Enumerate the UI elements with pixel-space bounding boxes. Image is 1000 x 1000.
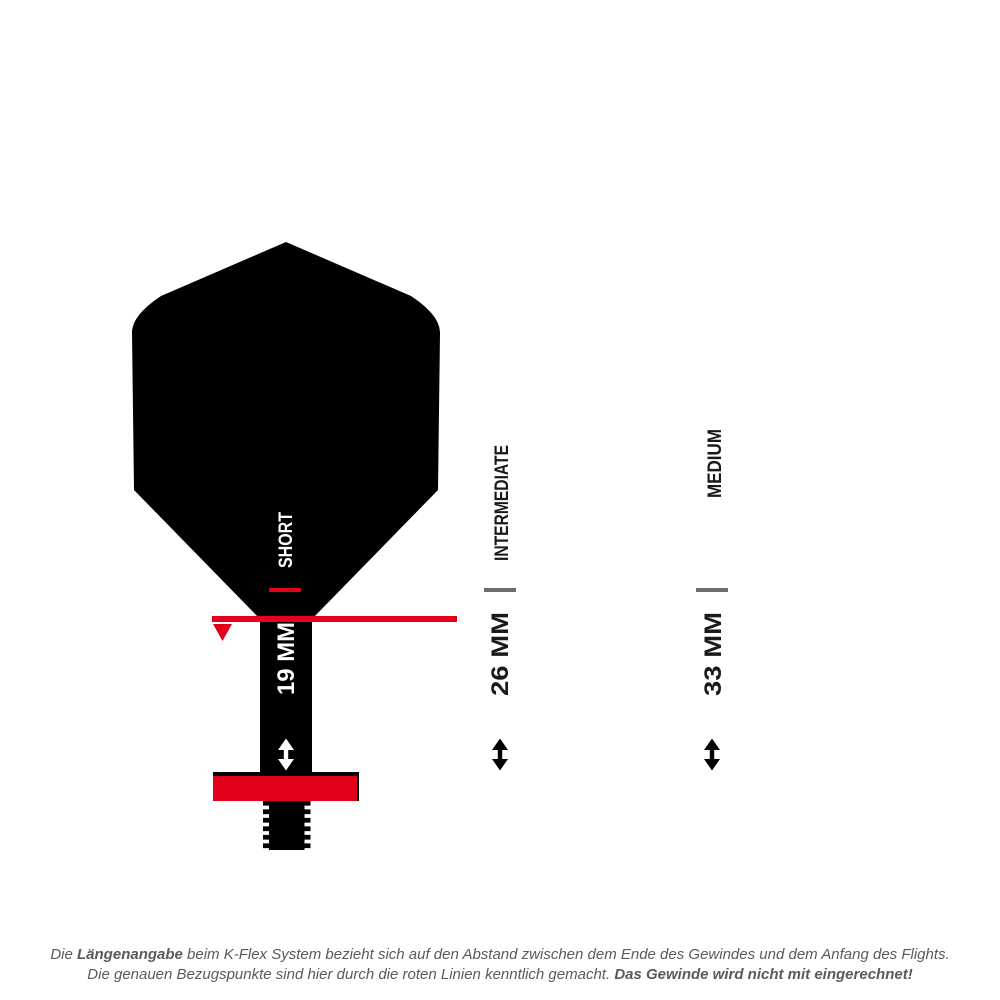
svg-text:INTERMEDIATE: INTERMEDIATE xyxy=(492,445,513,561)
svg-text:MEDIUM: MEDIUM xyxy=(705,429,726,498)
svg-text:26 MM: 26 MM xyxy=(487,612,514,696)
svg-text:SHORT: SHORT xyxy=(276,512,297,568)
svg-text:33 MM: 33 MM xyxy=(700,612,727,696)
svg-text:19 MM: 19 MM xyxy=(273,622,300,695)
